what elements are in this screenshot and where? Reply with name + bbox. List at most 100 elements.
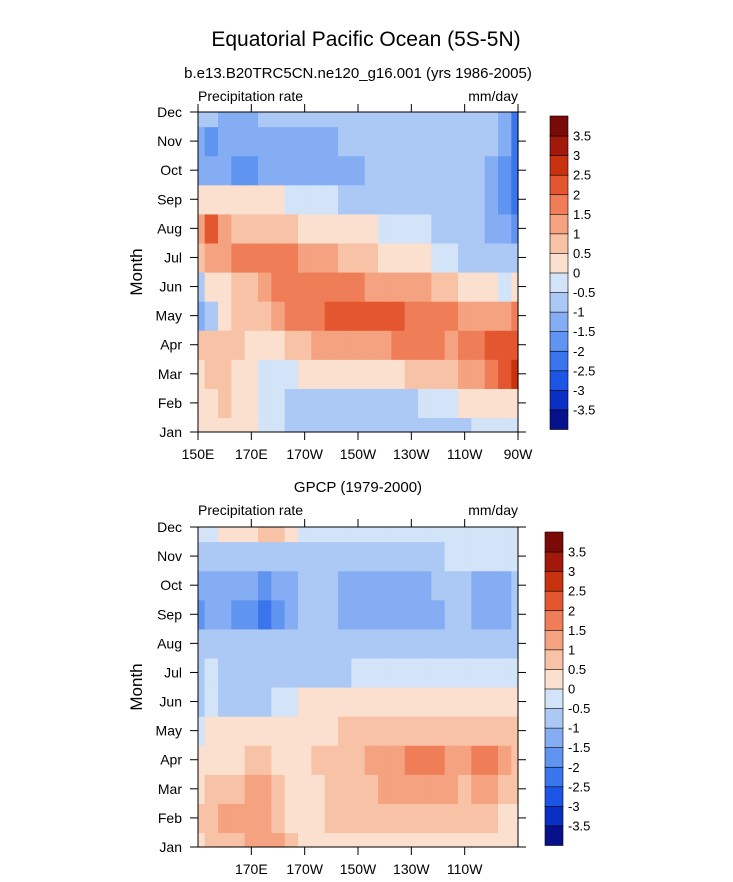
y-tick-label: Feb [158, 810, 182, 826]
heatmap-cell [324, 242, 339, 273]
heatmap-cell [198, 330, 206, 360]
heatmap-cell [364, 774, 379, 804]
heatmap-cell [511, 745, 519, 775]
panel-model: b.e13.B20TRC5CN.ne120_g16.001 (yrs 1986-… [127, 65, 595, 462]
heatmap-cell [218, 112, 232, 128]
heatmap-cell [418, 541, 432, 572]
heatmap-cell [351, 126, 366, 157]
heatmap-cell [378, 599, 392, 630]
colorbar-label: -0.5 [568, 701, 590, 716]
heatmap-cell [284, 628, 299, 659]
heatmap-cell [378, 388, 392, 419]
heatmap-cell [444, 628, 459, 659]
heatmap-cell [311, 541, 326, 572]
heatmap-cell [324, 628, 339, 659]
colorbar-box [544, 786, 564, 807]
heatmap-cell [298, 628, 312, 659]
heatmap-cell [338, 803, 352, 834]
heatmap-cell [204, 330, 219, 360]
heatmap-cell [298, 803, 312, 834]
heatmap-cell [271, 184, 286, 215]
heatmap-cell [351, 541, 366, 572]
heatmap-cell [404, 687, 419, 717]
heatmap-cell [498, 803, 512, 834]
heatmap-cell [271, 126, 286, 157]
heatmap-cell [471, 527, 486, 543]
heatmap-cell [258, 330, 272, 360]
heatmap-cell [351, 687, 366, 717]
heatmap-cell [418, 527, 432, 543]
heatmap-cell [324, 184, 339, 215]
heatmap-cell [284, 541, 299, 572]
heatmap-cell [258, 359, 272, 389]
heatmap-cell [444, 716, 459, 746]
heatmap-cell [298, 330, 312, 360]
heatmap-cell [324, 359, 339, 389]
y-tick-label: Sep [157, 191, 182, 207]
colorbar-label: 3.5 [573, 129, 591, 144]
heatmap-cell [391, 112, 406, 128]
heatmap-cell [258, 417, 272, 433]
heatmap-cell [284, 388, 299, 419]
heatmap-cell [284, 301, 299, 331]
heatmap-cell [458, 184, 472, 215]
heatmap-cell [511, 301, 519, 331]
heatmap-cell [378, 242, 392, 273]
heatmap-cell [258, 570, 272, 601]
heatmap-cell [338, 112, 352, 128]
heatmap-cell [431, 184, 446, 215]
heatmap-cell [444, 774, 459, 804]
left-label: Precipitation rate [198, 502, 303, 518]
heatmap-cell [391, 628, 406, 659]
heatmap-cell [391, 301, 406, 331]
heatmap-cell [404, 527, 419, 543]
heatmap-cell [511, 716, 519, 746]
heatmap-cell [458, 657, 472, 688]
heatmap-cell [218, 527, 232, 543]
heatmap-cell [218, 272, 232, 302]
heatmap-cell [484, 570, 499, 601]
heatmap-cell [311, 184, 326, 215]
heatmap-cell [204, 716, 219, 746]
heatmap-cell [258, 657, 272, 688]
y-tick-label: Sep [157, 606, 182, 622]
heatmap-cell [231, 687, 246, 717]
heatmap-cell [338, 657, 352, 688]
heatmap-cell [484, 184, 499, 215]
heatmap-cell [431, 657, 446, 688]
heatmap-cell [404, 388, 419, 419]
heatmap-cell [271, 832, 286, 848]
heatmap-cell [484, 628, 499, 659]
heatmap-cell [198, 527, 206, 543]
heatmap-cell [484, 716, 499, 746]
colorbar-box [549, 409, 569, 430]
heatmap-cell [498, 774, 512, 804]
heatmap-cell [231, 112, 246, 128]
heatmap-cell [404, 599, 419, 630]
heatmap-cell [364, 417, 379, 433]
heatmap-cell [271, 301, 286, 331]
heatmap-cell [204, 628, 219, 659]
heatmap-cell [458, 155, 472, 186]
heatmap-cell [351, 359, 366, 389]
heatmap-cell [484, 359, 499, 389]
heatmap-cell [431, 687, 446, 717]
heatmap-cell [404, 242, 419, 273]
heatmap-cell [498, 628, 512, 659]
colorbar-label: -2 [573, 344, 585, 359]
heatmap-cell [511, 213, 519, 244]
heatmap-cell [391, 541, 406, 572]
heatmap-cell [511, 599, 519, 630]
heatmap-cell [351, 774, 366, 804]
heatmap-cell [484, 527, 499, 543]
heatmap-cell [418, 155, 432, 186]
heatmap-cell [458, 242, 472, 273]
heatmap-cell [364, 359, 379, 389]
heatmap-cell [324, 301, 339, 331]
heatmap-cell [218, 417, 232, 433]
heatmap-cells [198, 527, 519, 848]
heatmap-cell [351, 745, 366, 775]
heatmap-cell [351, 570, 366, 601]
heatmap-cell [338, 628, 352, 659]
